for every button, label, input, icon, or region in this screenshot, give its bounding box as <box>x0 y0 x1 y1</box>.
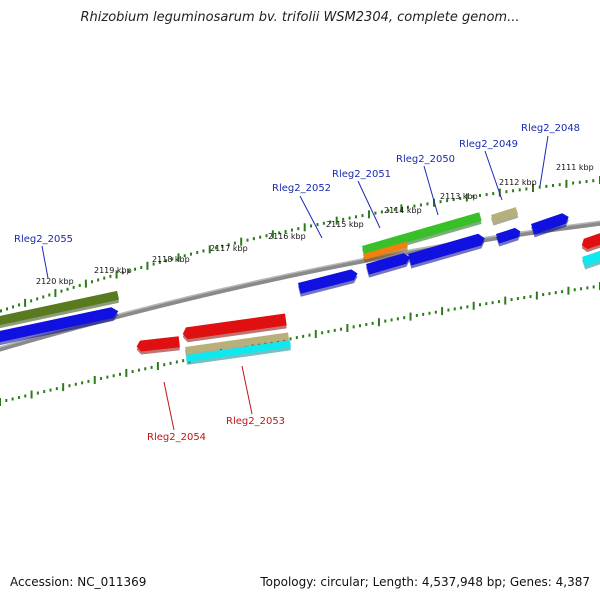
scale-label: 2119 kbp <box>94 266 132 275</box>
scale-label: 2118 kbp <box>152 255 190 264</box>
leader-line <box>484 150 503 201</box>
leader-line <box>357 180 381 229</box>
leader-line <box>539 135 549 187</box>
gene-body <box>366 253 410 275</box>
gene-body <box>136 336 180 352</box>
gene-rleg2-2049 <box>496 227 521 247</box>
gene-body <box>186 340 291 362</box>
gene-body <box>298 269 358 294</box>
leader-line <box>423 165 439 216</box>
gene-orange <box>363 241 408 263</box>
gene-label: Rleg2_2053 <box>226 416 285 427</box>
scale-label: 2111 kbp <box>556 163 594 172</box>
leader-line <box>241 365 253 415</box>
gene-body <box>531 213 569 235</box>
gene-rleg2-2054 <box>136 336 180 355</box>
gene-body <box>0 290 119 326</box>
accession-label: Accession: NC_011369 <box>10 575 147 589</box>
gene-label: Rleg2_2054 <box>147 432 206 443</box>
gene-label: Rleg2_2052 <box>272 183 331 194</box>
gene-rleg2-2055 <box>0 307 119 346</box>
gene-cyan-edge <box>582 250 600 270</box>
gene-body <box>581 233 600 250</box>
gene-label: Rleg2_2055 <box>14 234 73 245</box>
gene-label: Rleg2_2048 <box>521 123 580 134</box>
gene-body <box>362 212 482 255</box>
scale-label: 2113 kbp <box>440 192 478 201</box>
scale-label: 2112 kbp <box>499 178 537 187</box>
gene-body <box>582 250 600 267</box>
gene-rleg2-2053 <box>186 340 291 365</box>
gene-rleg2-2052 <box>298 269 358 297</box>
gene-body <box>0 307 119 343</box>
gene-rleg2-2050 <box>408 233 485 269</box>
leader-line <box>163 381 175 431</box>
outer-tick-track <box>0 176 600 313</box>
label-layer: 2120 kbp 2119 kbp 2118 kbp 2117 kbp 2116 kbp… <box>14 123 594 443</box>
scale-label: 2115 kbp <box>326 220 364 229</box>
gene-label: Rleg2_2049 <box>459 139 518 150</box>
gene-tan-right <box>491 207 519 226</box>
scale-label: 2116 kbp <box>268 232 306 241</box>
gene-label: Rleg2_2051 <box>332 169 391 180</box>
gene-red-large <box>182 313 287 343</box>
feature-track <box>0 207 600 365</box>
scale-label: 2120 kbp <box>36 277 74 286</box>
gene-body <box>182 313 287 340</box>
gene-red-edge <box>581 233 600 253</box>
gene-body <box>408 233 485 266</box>
gene-body <box>496 227 521 244</box>
gene-rleg2-2048 <box>531 213 569 238</box>
gene-body <box>185 332 289 354</box>
gene-rleg2-2051 <box>366 253 410 278</box>
leader-line <box>41 245 49 279</box>
scale-label: 2117 kbp <box>210 244 248 253</box>
gene-olive-left <box>0 290 119 329</box>
map-title: Rhizobium leguminosarum bv. trifolii WSM… <box>80 10 520 25</box>
gene-body <box>363 241 408 260</box>
gene-label: Rleg2_2050 <box>396 154 455 165</box>
scale-label: 2114 kbp <box>384 206 422 215</box>
leader-line <box>299 195 323 239</box>
gene-body <box>491 207 519 223</box>
topology-summary: Topology: circular; Length: 4,537,948 bp… <box>260 575 590 589</box>
